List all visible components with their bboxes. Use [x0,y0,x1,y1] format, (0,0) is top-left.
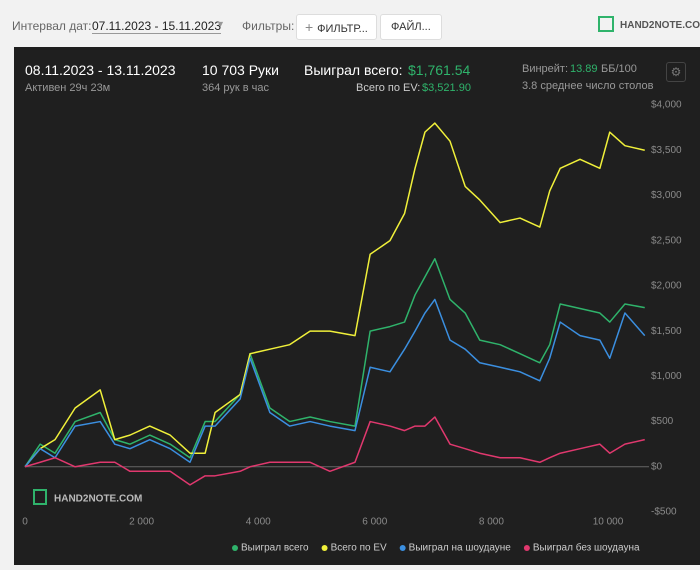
tables: 3.8 среднее число столов [522,80,654,92]
y-tick-label: $3,500 [651,145,682,156]
settings-button[interactable]: ⚙ [666,62,686,82]
legend-dot [232,545,238,551]
y-tick-label: $4,000 [651,100,682,111]
logo-icon [598,16,614,32]
legend-dot [399,545,406,551]
watermark-icon [33,489,47,505]
chart-panel: 08.11.2023 - 13.11.2023 Активен 29ч 23м … [14,47,700,565]
y-tick-label: $0 [651,461,663,472]
y-tick-label: $2,000 [651,281,682,292]
won-label: Выиграл всего: [304,62,403,78]
y-tick-label: $1,000 [651,371,682,382]
legend-label: Выиграл без шоудауна [533,542,640,554]
y-tick-label: $2,500 [651,235,682,246]
x-tick-label: 2 000 [129,517,154,528]
hands-per-hour: 364 рук в час [202,82,270,94]
legend-dot [321,545,328,551]
x-tick-label: 6 000 [362,517,387,528]
legend-label: Выиграл на шоудауне [409,543,512,554]
filter-button[interactable]: + ФИЛЬТР... [296,14,377,40]
series-line [24,416,645,486]
period: 08.11.2023 - 13.11.2023 [25,62,176,78]
series-line [24,122,645,468]
hands: 10 703 Руки [202,62,279,78]
winrate-label: Винрейт: [522,63,569,75]
y-tick-label: $500 [651,416,674,427]
winrate-value: 13.89 [570,63,598,75]
x-tick-label: 4 000 [246,517,271,528]
y-tick-label: -$500 [651,507,677,518]
legend-label: Выиграл всего [241,543,309,554]
x-tick-label: 0 [22,517,28,528]
winrate-unit: ББ/100 [601,63,637,75]
legend-label: Всего по EV [331,543,387,554]
won-value: $1,761.54 [408,62,471,78]
filters-label: Фильтры: [242,19,295,33]
active-time: Активен 29ч 23м [25,82,111,94]
x-tick-label: 8 000 [479,517,504,528]
chart: HAND2NOTE.COM -$500 $0 $500 $1,000 $1,500 $2,… [22,100,682,554]
series-line [24,298,646,468]
watermark: HAND2NOTE.COM [54,494,142,505]
y-tick-label: $1,500 [651,326,682,337]
x-tick-label: 10 000 [593,517,624,528]
date-range[interactable]: 07.11.2023 - 15.11.2023 [92,19,221,34]
ev-value: $3,521.90 [422,82,471,94]
legend-dot [523,545,530,551]
series-line [24,258,645,468]
y-tick-label: $3,000 [651,190,682,201]
date-label: Интервал дат: [12,19,92,33]
filter-button-text: ФИЛЬТР... [317,23,368,35]
logo: HAND2NOTE.COM [620,20,700,31]
dropdown-arrow[interactable]: ▼ [216,19,225,29]
file-button[interactable]: ФАЙЛ... [380,14,442,40]
ev-label: Всего по EV: [356,82,421,94]
